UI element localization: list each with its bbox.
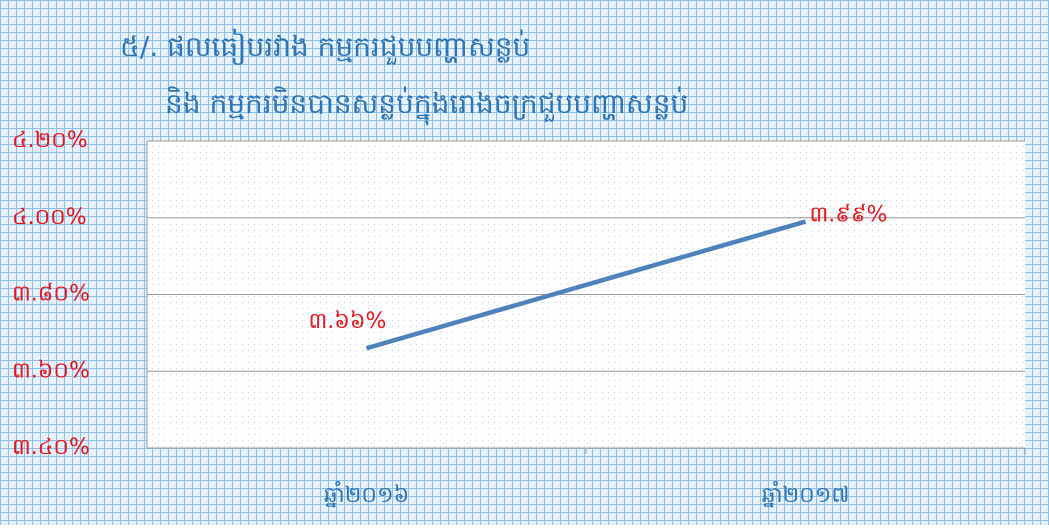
chart-title: ៥/. ផលធៀបរវាង កម្មករជួបបញ្ហាសន្លប់ — [120, 28, 530, 65]
data-label: ៣.៦៦% — [309, 309, 387, 334]
x-tick-label: ឆ្នាំ២០១៦ — [324, 481, 409, 508]
chart-subtitle: និង កម្មករមិនបានសន្លប់ក្នុងរោងចក្រជួបបញ្… — [165, 86, 688, 126]
y-tick-label: ៣.៤០% — [12, 435, 90, 460]
y-tick-label: ៣.៦០% — [12, 358, 90, 383]
data-label: ៣.៩៩% — [810, 203, 888, 228]
y-tick-label: ៤.២០% — [12, 128, 88, 153]
y-tick-label: ៤.០០% — [12, 205, 87, 230]
line — [365, 219, 807, 351]
x-tick-label: ឆ្នាំ២០១៧ — [762, 481, 850, 508]
y-tick-label: ៣.៨០% — [12, 282, 90, 307]
